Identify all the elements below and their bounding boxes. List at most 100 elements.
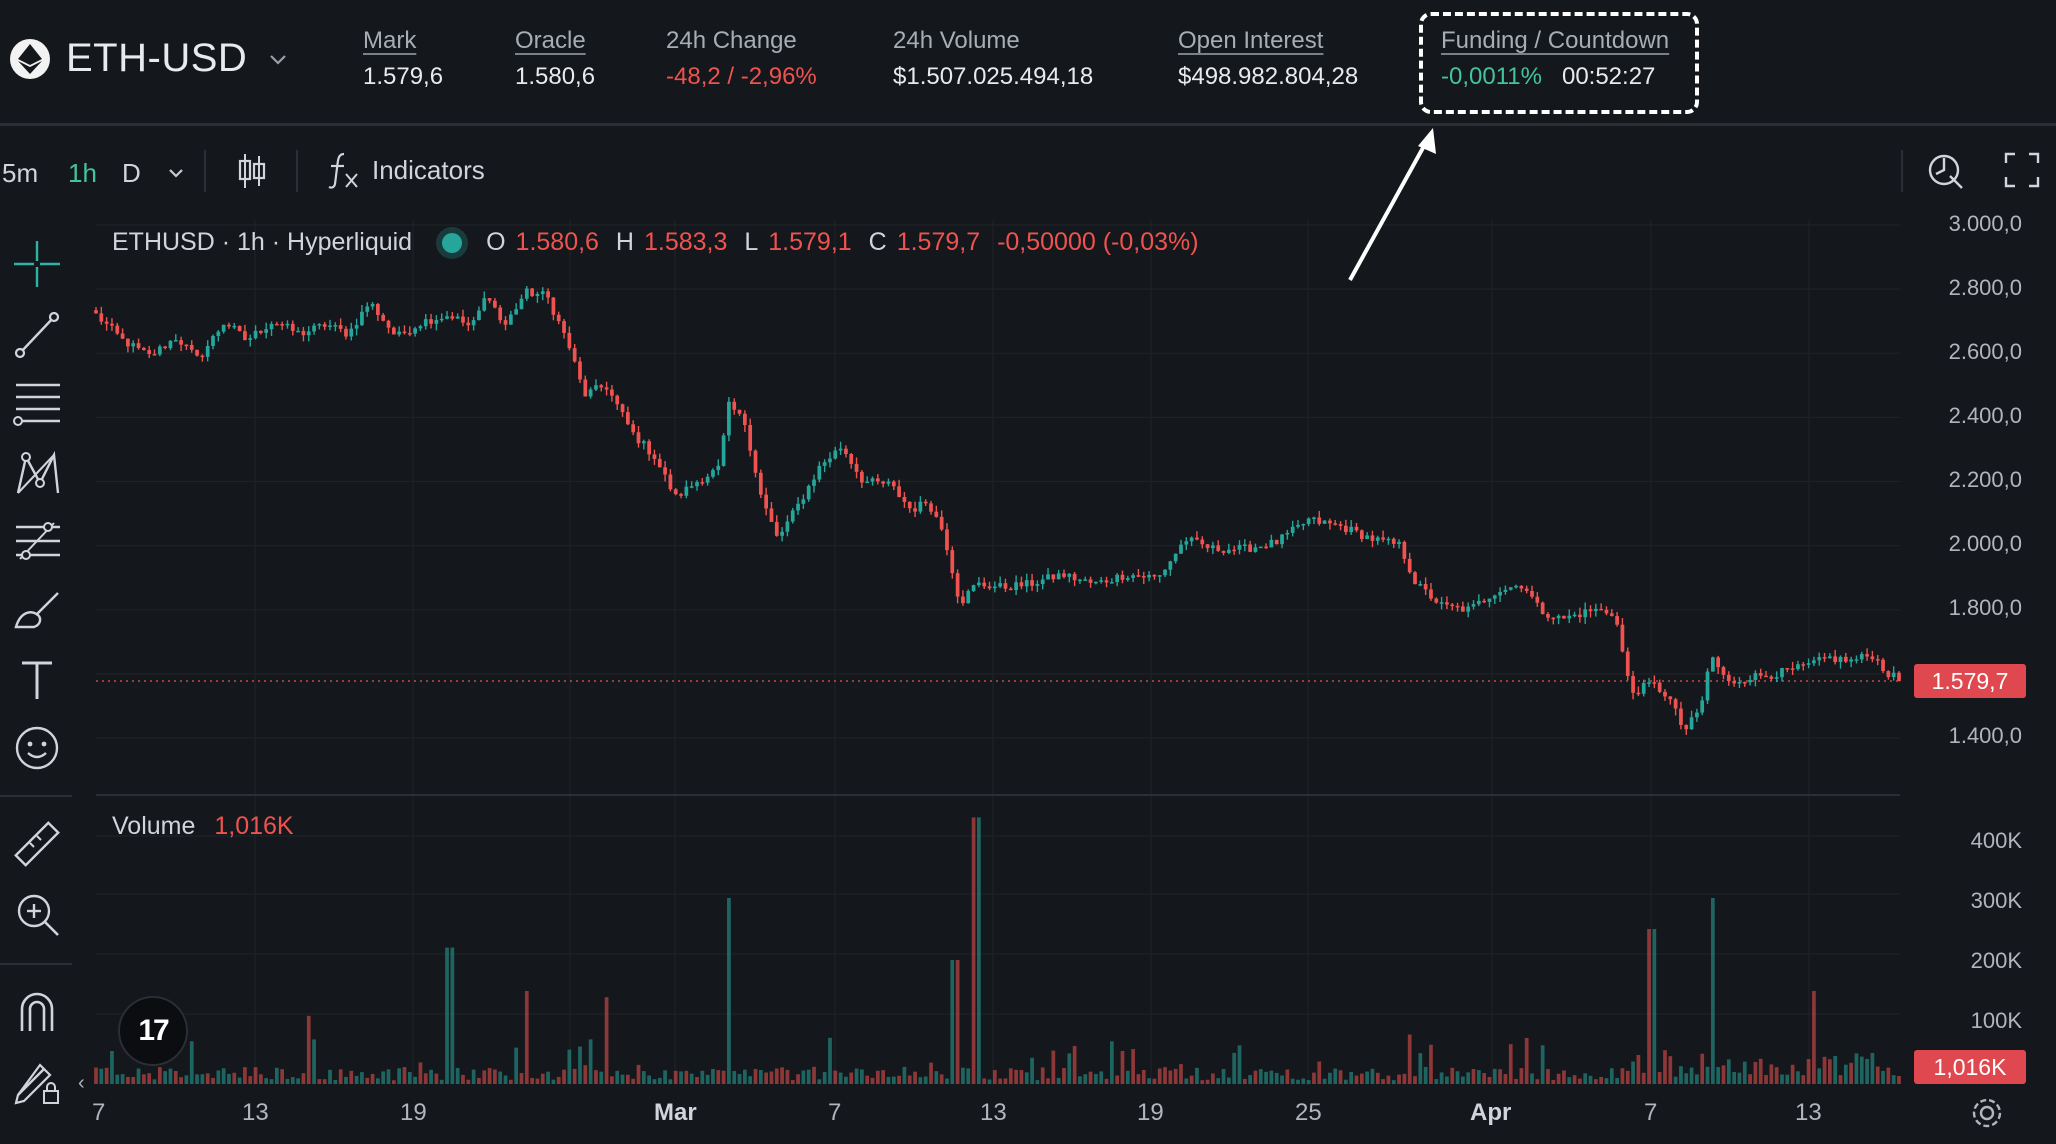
zoom-in-icon[interactable] xyxy=(10,887,64,941)
volume-bar xyxy=(333,1079,338,1084)
settings-icon[interactable] xyxy=(1970,1096,2004,1130)
candle-type-icon[interactable] xyxy=(235,152,269,190)
candle-body xyxy=(1349,526,1354,533)
volume-bar xyxy=(567,1049,572,1084)
volume-bar xyxy=(1317,1061,1322,1084)
annotation-arrow xyxy=(1348,128,1436,281)
high-key: H xyxy=(615,228,634,256)
candle-body xyxy=(1881,659,1885,672)
volume-bar xyxy=(753,1069,758,1084)
interval-d-button[interactable]: D xyxy=(122,158,141,188)
volume-bar xyxy=(1870,1052,1875,1084)
volume-bar xyxy=(902,1066,907,1084)
volume-bar xyxy=(1344,1079,1348,1084)
candle-body xyxy=(482,298,487,311)
candle-body xyxy=(402,331,407,334)
volume-bar xyxy=(418,1062,423,1084)
volume-bar xyxy=(923,1076,928,1084)
pattern-icon[interactable] xyxy=(10,447,64,501)
brush-icon[interactable] xyxy=(10,583,64,637)
funding-countdown-stat[interactable]: Funding / Countdown -0,0011% 00:52:27 xyxy=(1441,26,1669,92)
candle-body xyxy=(1790,668,1795,670)
candle-body xyxy=(1849,659,1853,662)
volume-bar xyxy=(785,1069,790,1084)
candle-body xyxy=(1418,584,1423,586)
candle-body xyxy=(1083,579,1088,581)
open-interest-stat[interactable]: Open Interest $498.982.804,28 xyxy=(1178,26,1358,92)
volume-bar xyxy=(1769,1064,1774,1084)
candle-body xyxy=(94,310,98,314)
volume-bar xyxy=(1593,1079,1598,1084)
candle-body xyxy=(1375,537,1380,541)
volume-bar xyxy=(1881,1070,1885,1084)
ruler-icon[interactable] xyxy=(10,817,64,871)
candle-body xyxy=(1216,545,1221,551)
candle-body xyxy=(1822,657,1827,659)
time-axis-label: 7 xyxy=(92,1099,106,1126)
candle-body xyxy=(987,586,992,589)
candle-body xyxy=(657,458,662,468)
chevron-down-icon[interactable] xyxy=(165,162,187,184)
fullscreen-icon[interactable] xyxy=(2004,152,2040,188)
time-axis-label: Apr xyxy=(1470,1099,1512,1126)
volume-bar xyxy=(280,1069,285,1084)
volume-bar xyxy=(1338,1070,1343,1084)
candle-body xyxy=(551,297,556,315)
volume-bar xyxy=(812,1066,816,1084)
candle-body xyxy=(189,345,194,350)
volume-bar xyxy=(1785,1074,1790,1084)
projection-icon[interactable] xyxy=(10,515,64,569)
candle-body xyxy=(1136,575,1141,577)
price-axis-label: 2.800,0 xyxy=(1948,275,2022,300)
trend-line-icon[interactable] xyxy=(10,307,64,361)
magnet-icon[interactable] xyxy=(10,985,64,1039)
emoji-icon[interactable] xyxy=(10,721,64,775)
candle-body xyxy=(1572,614,1577,617)
candle-body xyxy=(1381,537,1385,540)
mark-price-stat[interactable]: Mark 1.579,6 xyxy=(363,26,443,92)
candle-body xyxy=(998,583,1003,587)
lock-drawing-icon[interactable] xyxy=(10,1055,64,1109)
candle-body xyxy=(1248,544,1252,552)
candle-body xyxy=(817,465,822,480)
volume-bar xyxy=(1109,1041,1114,1084)
funding-rate-value: -0,0011% xyxy=(1441,63,1542,90)
oracle-price-stat[interactable]: Oracle 1.580,6 xyxy=(515,26,595,92)
volume-bar xyxy=(274,1067,279,1084)
interval-5m-button[interactable]: 5m xyxy=(2,158,39,188)
candle-body xyxy=(184,344,189,347)
volume-bar xyxy=(338,1069,343,1084)
volume-bar xyxy=(1423,1066,1428,1084)
replay-icon[interactable] xyxy=(1926,150,1966,190)
text-icon[interactable] xyxy=(10,653,64,707)
scroll-left-icon[interactable]: ‹ xyxy=(78,1072,85,1094)
volume-bar xyxy=(482,1070,487,1084)
candle-body xyxy=(1056,573,1061,580)
volume-bar xyxy=(1806,1059,1811,1084)
volume-bar xyxy=(673,1070,678,1084)
candle-body xyxy=(1163,569,1167,576)
candle-body xyxy=(1875,659,1880,661)
fib-icon[interactable] xyxy=(10,375,64,429)
candle-body xyxy=(1503,589,1508,592)
volume-24h-stat: 24h Volume $1.507.025.494,18 xyxy=(893,26,1093,92)
candle-body xyxy=(1487,598,1492,602)
candle-body xyxy=(955,573,960,597)
candle-body xyxy=(1195,537,1199,540)
candle-body xyxy=(1641,682,1646,694)
volume-bar xyxy=(950,960,955,1084)
candle-body xyxy=(471,320,476,326)
candle-body xyxy=(1120,574,1125,580)
candle-body xyxy=(1391,538,1396,544)
time-axis-label: 7 xyxy=(1644,1099,1658,1126)
symbol-selector[interactable]: ETH-USD xyxy=(10,36,289,81)
indicators-button[interactable]: Indicators xyxy=(326,148,485,192)
volume-bar xyxy=(1476,1070,1481,1084)
candle-body xyxy=(1232,549,1237,552)
interval-1h-button[interactable]: 1h xyxy=(68,158,97,188)
fx-icon xyxy=(328,152,358,189)
candle-body xyxy=(1769,676,1774,679)
crosshair-icon[interactable] xyxy=(10,237,64,291)
volume-bar xyxy=(1700,1053,1705,1084)
